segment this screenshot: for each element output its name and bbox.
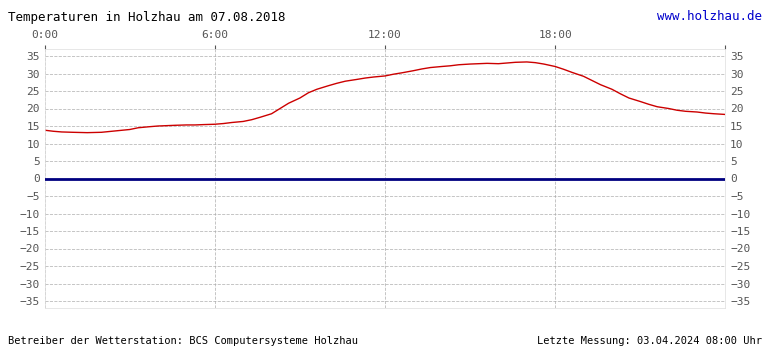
Text: Temperaturen in Holzhau am 07.08.2018: Temperaturen in Holzhau am 07.08.2018 — [8, 10, 285, 23]
Text: www.holzhau.de: www.holzhau.de — [658, 10, 762, 23]
Text: Betreiber der Wetterstation: BCS Computersysteme Holzhau: Betreiber der Wetterstation: BCS Compute… — [8, 336, 358, 346]
Text: Letzte Messung: 03.04.2024 08:00 Uhr: Letzte Messung: 03.04.2024 08:00 Uhr — [537, 336, 762, 346]
